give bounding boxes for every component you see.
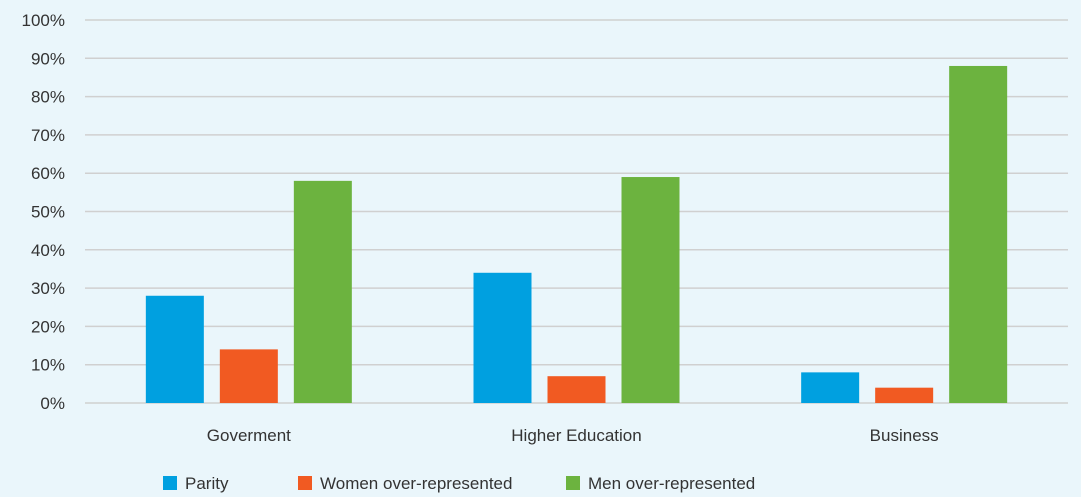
y-tick-label: 80% <box>31 88 65 107</box>
legend-swatch <box>566 476 580 490</box>
y-tick-label: 20% <box>31 317 65 336</box>
y-tick-label: 90% <box>31 49 65 68</box>
bar-parity-business <box>801 372 860 403</box>
bars <box>145 65 1008 404</box>
y-tick-label: 10% <box>31 356 65 375</box>
legend-label: Men over-represented <box>588 474 755 493</box>
y-axis-tick-labels: 0% 10% 20% 30% 40% 50% 60% 70% 80% 90% 100% <box>22 11 65 413</box>
x-axis-category-labels: Goverment Higher Education Business <box>207 426 939 445</box>
legend: Parity Women over-represented Men over-rep… <box>163 474 755 493</box>
bar-parity-goverment <box>145 295 204 403</box>
bar-women-over-represented-higher-education <box>547 376 606 403</box>
y-tick-label: 40% <box>31 241 65 260</box>
gridlines <box>85 19 1068 404</box>
y-tick-label: 100% <box>22 11 65 30</box>
bar-women-over-represented-goverment <box>219 349 278 403</box>
x-category-label: Higher Education <box>511 426 641 445</box>
legend-swatch <box>298 476 312 490</box>
y-tick-label: 60% <box>31 164 65 183</box>
y-tick-label: 0% <box>40 394 65 413</box>
legend-label: Parity <box>185 474 229 493</box>
legend-swatch <box>163 476 177 490</box>
bar-men-over-represented-higher-education <box>621 177 680 403</box>
bar-parity-higher-education <box>473 272 532 403</box>
bar-men-over-represented-goverment <box>293 180 352 403</box>
x-category-label: Goverment <box>207 426 291 445</box>
y-tick-label: 30% <box>31 279 65 298</box>
bar-men-over-represented-business <box>949 65 1008 404</box>
y-tick-label: 50% <box>31 203 65 222</box>
legend-label: Women over-represented <box>320 474 512 493</box>
bar-women-over-represented-business <box>875 387 934 403</box>
x-category-label: Business <box>870 426 939 445</box>
y-tick-label: 70% <box>31 126 65 145</box>
